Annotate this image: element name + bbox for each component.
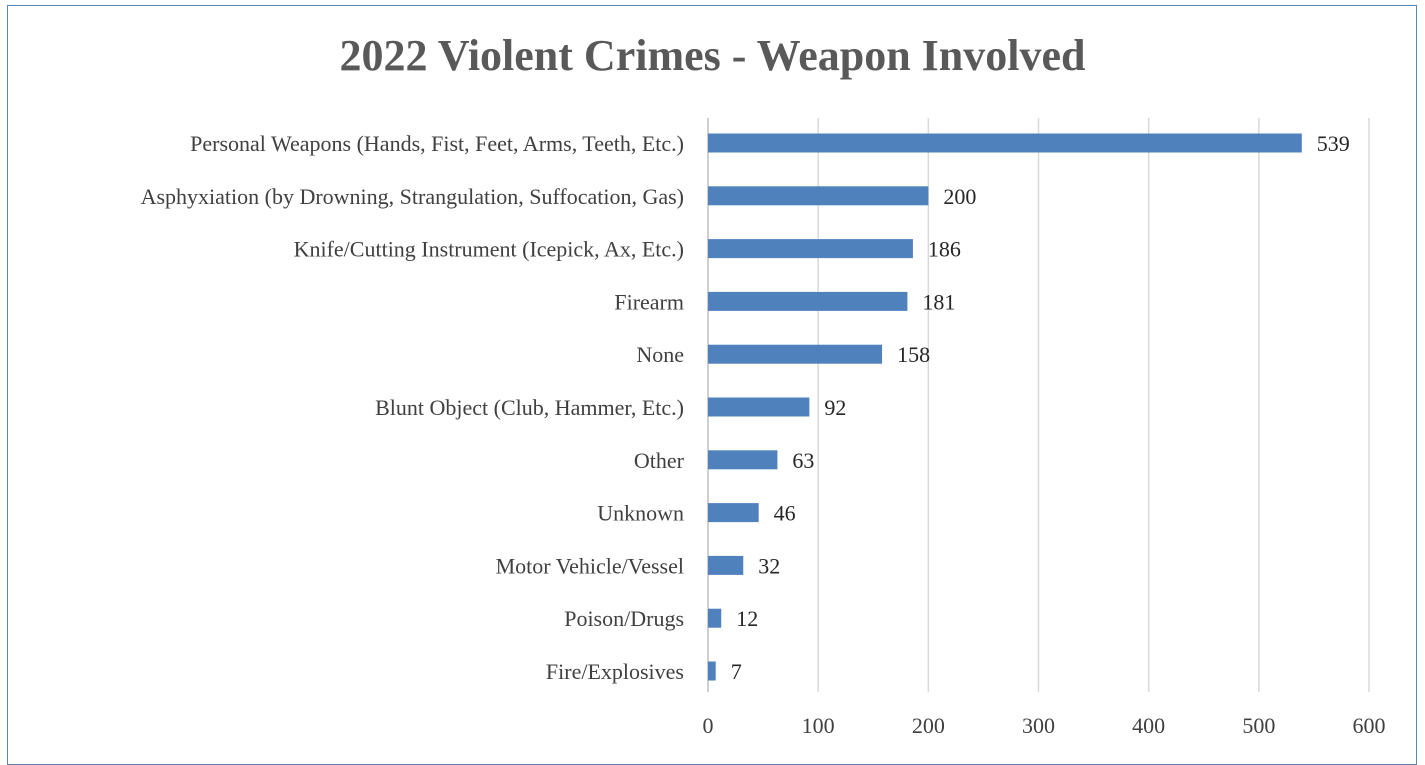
labels: Personal Weapons (Hands, Fist, Feet, Arm… [141, 131, 1350, 684]
bar [708, 555, 744, 575]
bar-chart: Personal Weapons (Hands, Fist, Feet, Arm… [141, 118, 1386, 738]
x-tick-label: 0 [703, 713, 714, 738]
category-label: Fire/Explosives [546, 659, 684, 684]
bar [708, 397, 810, 417]
bar [708, 503, 759, 523]
data-label: 32 [758, 553, 780, 578]
gridlines [707, 118, 1370, 692]
bar [708, 344, 883, 364]
bar [708, 186, 929, 206]
category-label: Firearm [614, 289, 684, 314]
data-label: 200 [943, 184, 976, 209]
bars [708, 133, 1302, 681]
category-label: Personal Weapons (Hands, Fist, Feet, Arm… [190, 131, 684, 156]
category-label: Asphyxiation (by Drowning, Strangulation… [141, 184, 684, 209]
data-label: 186 [928, 237, 961, 262]
bar [708, 450, 778, 470]
category-label: None [636, 342, 684, 367]
data-label: 46 [774, 501, 796, 526]
x-tick-label: 400 [1132, 713, 1165, 738]
data-label: 158 [897, 342, 930, 367]
data-label: 92 [824, 395, 846, 420]
bar [708, 291, 908, 311]
category-label: Blunt Object (Club, Hammer, Etc.) [375, 395, 684, 420]
data-label: 63 [792, 448, 814, 473]
chart-title: 2022 Violent Crimes - Weapon Involved [339, 31, 1086, 80]
bar [708, 661, 716, 681]
data-label: 7 [731, 659, 742, 684]
x-axis-ticks: 0 100 200 300 400 500 600 [703, 713, 1386, 738]
data-label: 539 [1317, 131, 1350, 156]
x-tick-label: 100 [802, 713, 835, 738]
data-label: 12 [736, 606, 758, 631]
bar [708, 608, 722, 628]
category-label: Unknown [597, 501, 684, 526]
x-tick-label: 600 [1353, 713, 1386, 738]
data-label: 181 [922, 289, 955, 314]
category-label: Knife/Cutting Instrument (Icepick, Ax, E… [294, 237, 684, 262]
x-tick-label: 200 [912, 713, 945, 738]
category-label: Other [634, 448, 685, 473]
bar [708, 239, 913, 259]
x-tick-label: 500 [1242, 713, 1275, 738]
bar [708, 133, 1302, 153]
x-tick-label: 300 [1022, 713, 1055, 738]
category-label: Poison/Drugs [564, 606, 684, 631]
category-label: Motor Vehicle/Vessel [496, 553, 684, 578]
